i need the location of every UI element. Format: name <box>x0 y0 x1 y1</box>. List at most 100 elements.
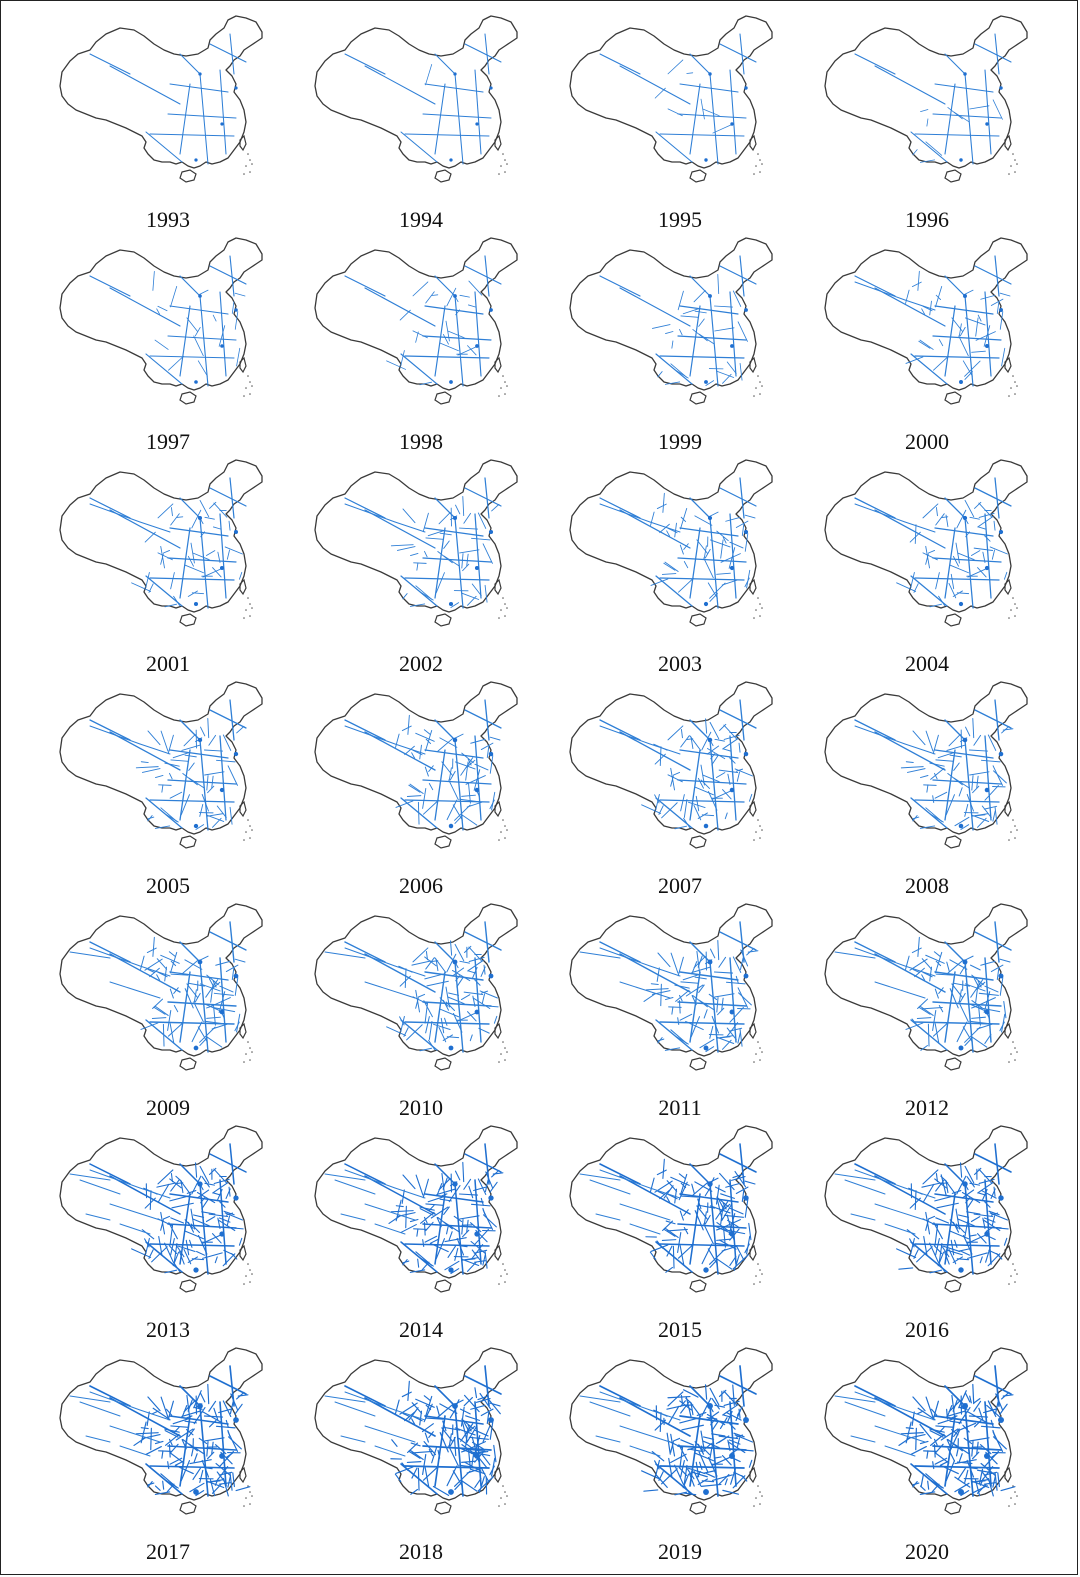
rail-line <box>208 1400 217 1412</box>
rail-line <box>718 1435 730 1444</box>
rail-line <box>471 537 491 541</box>
rail-line <box>966 1199 974 1210</box>
map-panel-2004: 2004 <box>815 458 1055 680</box>
rail-line <box>425 729 433 752</box>
rail-line <box>237 1394 249 1397</box>
south-sea-island <box>757 153 759 155</box>
rail-line <box>480 742 494 751</box>
rail-line <box>157 1169 174 1185</box>
rail-line <box>854 1163 896 1185</box>
year-label: 2008 <box>905 873 949 898</box>
city-hub <box>962 1403 968 1409</box>
rail-line <box>725 1411 742 1421</box>
rail-line <box>423 1000 433 1018</box>
rail-line <box>716 530 729 542</box>
rail-line <box>170 1425 189 1428</box>
city-hub <box>194 158 198 162</box>
rail-line <box>489 799 495 810</box>
south-sea-island <box>1008 1061 1010 1063</box>
rail-line <box>931 1483 940 1493</box>
rail-line <box>746 1235 751 1255</box>
city-hub <box>234 86 238 90</box>
rail-line <box>444 1260 460 1271</box>
rail-line <box>443 1206 450 1215</box>
rail-line <box>199 1165 210 1184</box>
rail-line <box>109 1425 161 1443</box>
rail-line <box>432 1485 450 1496</box>
rail-line <box>994 255 1000 297</box>
south-sea-island <box>1014 159 1016 161</box>
rail-line <box>679 971 739 981</box>
rail-line <box>344 947 396 967</box>
rail-line <box>698 318 705 327</box>
rail-line <box>399 1016 405 1026</box>
rail-line <box>403 1027 409 1037</box>
rail-line <box>984 1201 991 1208</box>
rail-line <box>440 1193 448 1197</box>
rail-line <box>453 1437 457 1457</box>
south-sea-island <box>759 1503 761 1505</box>
rail-line <box>678 1467 688 1477</box>
city-hub <box>729 565 735 571</box>
rail-line <box>394 1473 402 1483</box>
rail-network <box>599 699 757 831</box>
rail-line <box>958 1390 967 1409</box>
rail-line <box>937 1417 956 1425</box>
rail-line <box>670 775 674 787</box>
rail-line <box>659 799 745 803</box>
rail-line <box>471 1244 484 1260</box>
rail-line <box>987 1235 996 1241</box>
rail-line <box>920 774 929 779</box>
rail-line <box>340 1213 366 1221</box>
rail-line <box>154 1485 161 1491</box>
rail-line <box>480 1408 494 1417</box>
rail-line <box>679 1415 739 1425</box>
rail-line <box>172 1251 180 1267</box>
rail-line <box>459 1464 481 1469</box>
rail-line <box>169 791 183 799</box>
rail-line <box>185 1429 194 1436</box>
rail-line <box>729 1256 737 1267</box>
rail-line <box>971 1005 979 1009</box>
rail-network <box>854 477 1012 609</box>
rail-line <box>439 1432 449 1453</box>
rail-line <box>952 555 959 567</box>
rail-line <box>710 1419 716 1426</box>
south-sea-island <box>506 163 508 165</box>
rail-line <box>147 730 161 746</box>
rail-line <box>689 1401 702 1417</box>
rail-line <box>465 759 476 768</box>
south-sea-island <box>498 839 500 841</box>
rail-line <box>844 1401 886 1417</box>
rail-line <box>659 355 745 359</box>
map-panel-2011: 2011 <box>560 902 800 1124</box>
rail-line <box>461 1480 478 1492</box>
rail-line <box>667 59 684 75</box>
rail-line <box>179 527 191 599</box>
rail-line <box>844 1179 886 1195</box>
rail-line <box>716 997 719 1013</box>
rail-line <box>854 281 906 301</box>
rail-line <box>168 1245 178 1255</box>
rail-line <box>170 759 189 762</box>
rail-line <box>690 1016 700 1038</box>
rail-line <box>964 295 974 387</box>
rail-line <box>175 1244 185 1258</box>
rail-line <box>933 355 949 371</box>
rail-line <box>974 43 1012 63</box>
rail-line <box>958 1406 971 1425</box>
rail-line <box>968 749 989 752</box>
rail-line <box>440 1017 445 1034</box>
rail-line <box>934 971 994 981</box>
rail-line <box>850 1213 876 1221</box>
south-sea-island <box>251 1273 253 1275</box>
rail-line <box>406 1024 423 1041</box>
rail-line <box>324 1395 366 1403</box>
rail-line <box>599 941 641 963</box>
china-map <box>59 1347 263 1515</box>
taiwan-island <box>749 1466 757 1484</box>
rail-line <box>474 979 481 986</box>
rail-line <box>984 535 991 542</box>
rail-line <box>334 1179 376 1195</box>
rail-line <box>454 761 476 770</box>
